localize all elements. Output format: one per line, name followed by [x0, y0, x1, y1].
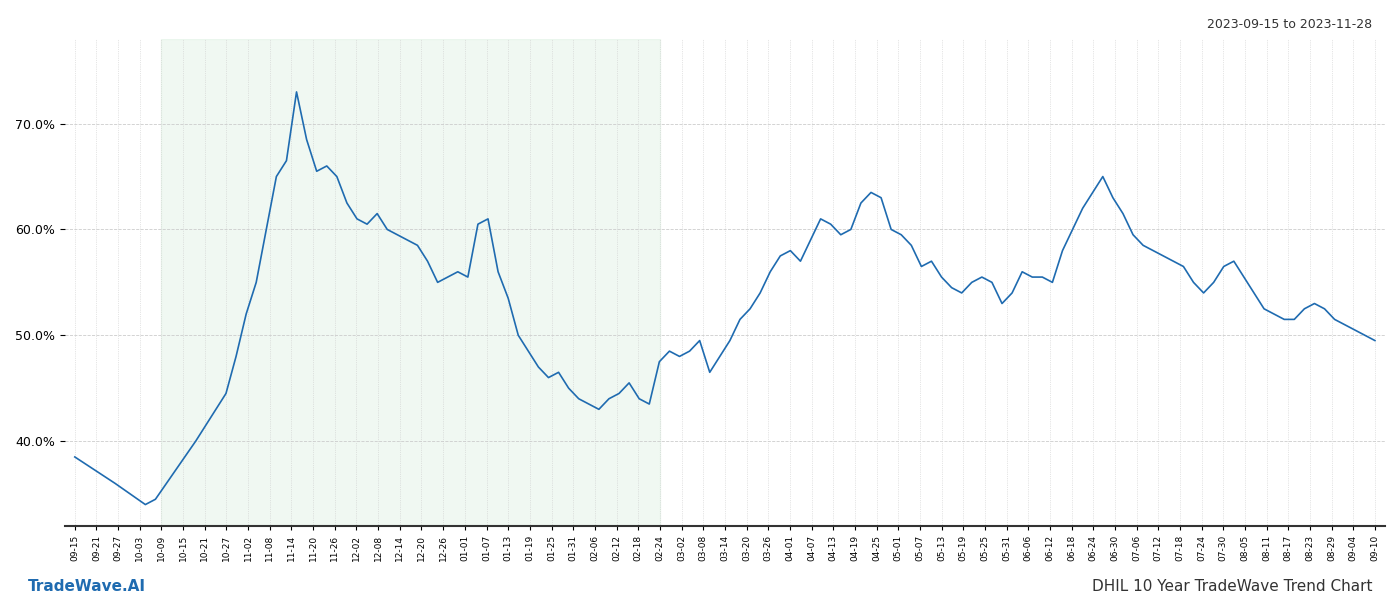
- Text: DHIL 10 Year TradeWave Trend Chart: DHIL 10 Year TradeWave Trend Chart: [1092, 579, 1372, 594]
- Text: TradeWave.AI: TradeWave.AI: [28, 579, 146, 594]
- Bar: [161, 39, 659, 526]
- Text: 2023-09-15 to 2023-11-28: 2023-09-15 to 2023-11-28: [1207, 18, 1372, 31]
